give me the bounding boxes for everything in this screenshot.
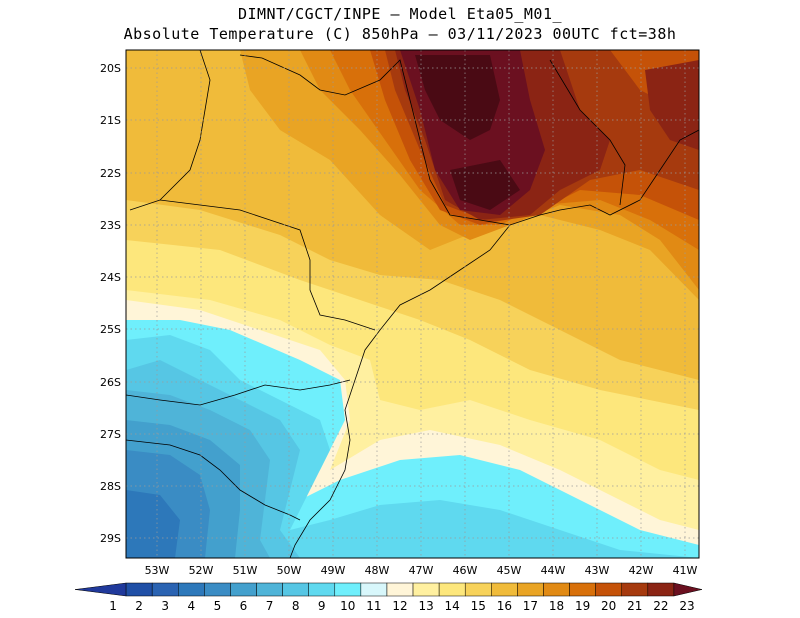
colorbar-swatch bbox=[595, 582, 622, 597]
colorbar-label: 23 bbox=[679, 599, 694, 613]
lon-label: 50W bbox=[277, 564, 302, 577]
lat-label: 29S bbox=[100, 532, 121, 545]
colorbar-label: 14 bbox=[445, 599, 460, 613]
lat-label: 25S bbox=[100, 323, 121, 336]
graticule bbox=[126, 50, 699, 558]
colorbar-label: 7 bbox=[266, 599, 274, 613]
colorbar-label: 22 bbox=[653, 599, 668, 613]
colorbar-label: 20 bbox=[601, 599, 616, 613]
colorbar-label: 10 bbox=[340, 599, 355, 613]
colorbar: 1 2 3 4 5 6 7 8 9 10 11 12 13 14 15 16 17 18 19 20 21 22 23 bbox=[74, 582, 703, 613]
colorbar-swatch bbox=[204, 582, 231, 597]
colorbar-swatch bbox=[569, 582, 596, 597]
colorbar-swatch bbox=[334, 582, 362, 597]
colorbar-label: 3 bbox=[161, 599, 169, 613]
lon-label: 53W bbox=[145, 564, 170, 577]
colorbar-label: 19 bbox=[575, 599, 590, 613]
colorbar-swatch bbox=[308, 582, 336, 597]
lon-label: 44W bbox=[541, 564, 566, 577]
colorbar-swatch bbox=[412, 582, 440, 597]
lon-label: 49W bbox=[321, 564, 346, 577]
coastline-and-borders bbox=[126, 50, 699, 558]
colorbar-label: 18 bbox=[549, 599, 564, 613]
temperature-field bbox=[126, 50, 699, 558]
colorbar-swatch bbox=[282, 582, 309, 597]
colorbar-swatch bbox=[517, 582, 544, 597]
colorbar-swatch bbox=[230, 582, 257, 597]
map-title-line1: DIMNT/CGCT/INPE — Model Eta05_M01_ bbox=[237, 5, 563, 23]
field-band-21-east bbox=[645, 60, 699, 150]
map-frame bbox=[125, 49, 700, 559]
colorbar-swatch bbox=[673, 582, 703, 597]
lon-label: 47W bbox=[409, 564, 434, 577]
colorbar-label: 8 bbox=[292, 599, 300, 613]
colorbar-swatch bbox=[647, 582, 675, 597]
colorbar-label: 16 bbox=[497, 599, 512, 613]
colorbar-swatch bbox=[151, 582, 179, 597]
colorbar-label: 21 bbox=[627, 599, 642, 613]
lon-label: 42W bbox=[629, 564, 654, 577]
colorbar-label: 15 bbox=[471, 599, 486, 613]
lat-label: 24S bbox=[100, 271, 121, 284]
colorbar-label: 11 bbox=[366, 599, 381, 613]
lat-label: 22S bbox=[100, 167, 121, 180]
colorbar-swatch bbox=[491, 582, 518, 597]
lon-axis: 53W 52W 51W 50W 49W 48W 47W 46W 45W 44W … bbox=[145, 564, 698, 577]
lat-label: 26S bbox=[100, 376, 121, 389]
colorbar-label: 1 bbox=[109, 599, 117, 613]
colorbar-swatch bbox=[438, 582, 466, 597]
field-band-23 bbox=[415, 55, 500, 140]
colorbar-label: 17 bbox=[523, 599, 538, 613]
map-title-line2: Absolute Temperature (C) 850hPa — 03/11/… bbox=[123, 25, 677, 43]
lat-label: 23S bbox=[100, 219, 121, 232]
lon-label: 51W bbox=[233, 564, 258, 577]
lat-label: 21S bbox=[100, 114, 121, 127]
lat-axis: 20S 21S 22S 23S 24S 25S 26S 27S 28S 29S bbox=[100, 62, 121, 545]
colorbar-label: 2 bbox=[135, 599, 143, 613]
colorbar-label: 5 bbox=[214, 599, 222, 613]
field-band-23-south bbox=[450, 160, 520, 210]
colorbar-swatch bbox=[543, 582, 570, 597]
colorbar-swatch bbox=[360, 582, 388, 597]
field-band-4 bbox=[126, 490, 180, 558]
colorbar-label: 13 bbox=[418, 599, 433, 613]
colorbar-label: 9 bbox=[318, 599, 326, 613]
colorbar-swatch bbox=[74, 582, 127, 597]
lon-label: 45W bbox=[497, 564, 522, 577]
lat-label: 27S bbox=[100, 428, 121, 441]
colorbar-swatch bbox=[386, 582, 414, 597]
lon-label: 41W bbox=[673, 564, 698, 577]
colorbar-swatch bbox=[256, 582, 283, 597]
colorbar-swatch bbox=[125, 582, 153, 597]
lat-label: 20S bbox=[100, 62, 121, 75]
lon-label: 48W bbox=[365, 564, 390, 577]
colorbar-label: 12 bbox=[392, 599, 407, 613]
lon-label: 46W bbox=[453, 564, 478, 577]
colorbar-label: 6 bbox=[240, 599, 248, 613]
lat-label: 28S bbox=[100, 480, 121, 493]
colorbar-swatch bbox=[464, 582, 492, 597]
colorbar-swatch bbox=[621, 582, 649, 597]
colorbar-label: 4 bbox=[187, 599, 195, 613]
colorbar-swatch bbox=[178, 582, 205, 597]
lon-label: 52W bbox=[189, 564, 214, 577]
lon-label: 43W bbox=[585, 564, 610, 577]
